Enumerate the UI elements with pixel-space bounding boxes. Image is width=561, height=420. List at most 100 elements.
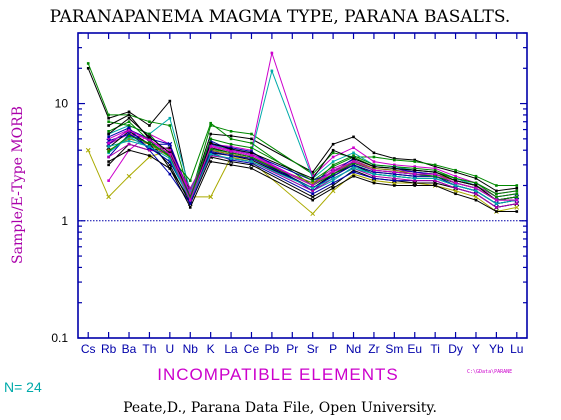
- data-point: [188, 195, 192, 199]
- data-point: [250, 151, 253, 155]
- data-point: [250, 167, 253, 170]
- data-point: [107, 145, 110, 148]
- data-point: [413, 158, 417, 162]
- y-tick-label: 10: [55, 97, 69, 111]
- data-point: [127, 113, 131, 117]
- data-point: [352, 174, 355, 178]
- data-point: [148, 135, 151, 139]
- data-point: [372, 163, 376, 167]
- data-point: [495, 206, 498, 209]
- data-point: [148, 132, 151, 136]
- data-point: [85, 147, 91, 153]
- x-axis-ticks: [87, 33, 518, 338]
- data-point: [209, 141, 212, 145]
- x-tick-label: Sr: [307, 342, 319, 356]
- data-point: [127, 148, 131, 152]
- data-point: [228, 153, 234, 158]
- data-point: [148, 145, 151, 148]
- data-point: [127, 120, 131, 124]
- data-point: [229, 157, 233, 160]
- data-point: [454, 186, 457, 190]
- data-point: [331, 186, 335, 190]
- data-point: [209, 132, 212, 136]
- data-point: [372, 167, 376, 170]
- data-point: [250, 160, 253, 163]
- data-point: [127, 129, 131, 132]
- data-point: [413, 160, 417, 163]
- data-point: [413, 184, 417, 187]
- data-point: [433, 174, 437, 178]
- data-point: [126, 173, 132, 179]
- data-point: [229, 130, 233, 133]
- data-point: [433, 184, 437, 187]
- x-tick-label: Cs: [81, 342, 96, 356]
- data-point: [311, 177, 315, 180]
- data-point: [372, 177, 376, 180]
- data-point: [86, 62, 90, 65]
- y-tick-labels: 10 1 0.1: [51, 97, 68, 345]
- data-point: [209, 151, 212, 155]
- data-point: [168, 151, 172, 155]
- data-point: [352, 160, 355, 163]
- data-point: [107, 135, 110, 139]
- data-point: [168, 157, 172, 160]
- data-point: [209, 160, 212, 163]
- data-point: [454, 168, 457, 172]
- data-point: [352, 157, 355, 160]
- data-point: [250, 154, 253, 157]
- data-series: [85, 51, 520, 217]
- data-point: [454, 184, 457, 187]
- data-point: [454, 181, 457, 185]
- data-point: [393, 174, 396, 178]
- data-point: [127, 137, 131, 141]
- data-point: [188, 198, 192, 202]
- data-point: [331, 172, 335, 176]
- data-point: [107, 124, 110, 127]
- data-point: [209, 147, 212, 151]
- data-point: [393, 184, 396, 187]
- series-line: [87, 68, 517, 199]
- data-point: [126, 131, 132, 137]
- chart-title: PARANAPANEMA MAGMA TYPE, PARANA BASALTS.: [50, 7, 511, 27]
- data-point: [474, 174, 478, 178]
- data-point: [168, 124, 172, 127]
- data-point: [432, 180, 438, 186]
- data-point: [107, 132, 110, 136]
- data-point: [372, 151, 376, 155]
- data-point: [413, 177, 417, 180]
- data-point: [515, 189, 519, 193]
- data-point: [168, 155, 172, 159]
- data-point: [433, 163, 437, 167]
- data-point: [331, 160, 335, 163]
- x-tick-label: Sm: [385, 342, 403, 356]
- data-point: [352, 167, 355, 170]
- data-point: [311, 170, 315, 174]
- x-tick-label: Eu: [407, 342, 422, 356]
- data-point: [372, 165, 376, 168]
- data-point: [107, 130, 110, 133]
- data-point: [474, 186, 478, 190]
- data-point: [515, 198, 519, 202]
- data-point: [107, 113, 110, 117]
- data-point: [168, 146, 172, 150]
- x-axis-label: INCOMPATIBLE ELEMENTS: [157, 365, 398, 384]
- data-point: [393, 165, 396, 168]
- data-point: [107, 160, 110, 163]
- data-point: [352, 165, 355, 168]
- data-point: [168, 152, 172, 156]
- data-point: [454, 177, 457, 180]
- data-point: [393, 168, 396, 172]
- data-point: [107, 120, 110, 124]
- data-point: [515, 202, 519, 205]
- data-point: [495, 202, 498, 205]
- data-point: [188, 179, 192, 182]
- data-point: [168, 116, 172, 120]
- data-point: [331, 177, 335, 180]
- data-point: [148, 148, 151, 152]
- data-point: [250, 146, 253, 150]
- data-point: [454, 174, 457, 178]
- data-point: [311, 184, 315, 187]
- data-point: [331, 148, 335, 152]
- data-point: [391, 171, 397, 177]
- data-point: [127, 116, 131, 120]
